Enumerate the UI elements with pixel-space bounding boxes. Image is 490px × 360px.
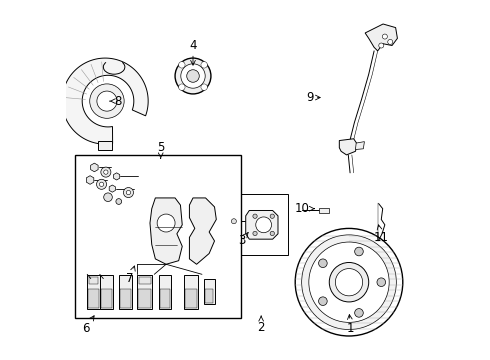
Circle shape xyxy=(253,231,257,235)
Bar xyxy=(88,289,98,308)
Circle shape xyxy=(90,84,124,118)
Text: 8: 8 xyxy=(110,95,122,108)
Polygon shape xyxy=(109,185,116,192)
Circle shape xyxy=(201,62,207,68)
Text: 11: 11 xyxy=(374,225,389,244)
Circle shape xyxy=(295,228,403,336)
Text: 3: 3 xyxy=(238,233,248,247)
Circle shape xyxy=(116,199,122,204)
Circle shape xyxy=(175,58,211,94)
Bar xyxy=(100,275,113,309)
Circle shape xyxy=(179,62,185,68)
Polygon shape xyxy=(98,140,112,149)
Circle shape xyxy=(388,40,393,44)
Polygon shape xyxy=(190,198,216,264)
Bar xyxy=(120,289,131,308)
Circle shape xyxy=(181,64,205,88)
Bar xyxy=(160,289,171,308)
Polygon shape xyxy=(355,141,365,149)
Polygon shape xyxy=(245,211,278,239)
Bar xyxy=(139,278,151,284)
Circle shape xyxy=(157,214,175,232)
Circle shape xyxy=(355,309,363,317)
Text: 6: 6 xyxy=(82,316,94,335)
Circle shape xyxy=(335,269,363,296)
Text: 7: 7 xyxy=(126,266,135,285)
Text: 2: 2 xyxy=(257,316,265,333)
Circle shape xyxy=(187,70,199,82)
Bar xyxy=(205,289,214,303)
Text: 4: 4 xyxy=(189,39,197,65)
Circle shape xyxy=(318,259,327,267)
Circle shape xyxy=(302,235,396,329)
Bar xyxy=(229,194,288,255)
Bar xyxy=(101,289,112,308)
Circle shape xyxy=(101,167,111,177)
Circle shape xyxy=(329,262,368,302)
Circle shape xyxy=(104,170,108,174)
Bar xyxy=(185,289,197,308)
Circle shape xyxy=(99,182,104,186)
Bar xyxy=(137,275,152,309)
Circle shape xyxy=(309,242,389,322)
Polygon shape xyxy=(114,173,120,180)
Circle shape xyxy=(97,91,117,111)
Circle shape xyxy=(379,43,384,48)
Bar xyxy=(318,208,329,213)
Circle shape xyxy=(104,193,112,202)
Circle shape xyxy=(377,278,386,287)
Bar xyxy=(184,275,198,309)
Circle shape xyxy=(355,247,363,256)
Circle shape xyxy=(318,297,327,306)
Bar xyxy=(119,275,132,309)
Bar xyxy=(74,155,242,318)
Circle shape xyxy=(179,84,185,90)
Polygon shape xyxy=(150,198,182,264)
Circle shape xyxy=(123,188,133,198)
Polygon shape xyxy=(339,139,357,155)
Polygon shape xyxy=(86,176,94,184)
Text: 1: 1 xyxy=(347,315,355,335)
Polygon shape xyxy=(365,24,397,51)
Polygon shape xyxy=(62,58,148,144)
Bar xyxy=(87,275,100,309)
Bar xyxy=(159,275,171,309)
Circle shape xyxy=(256,217,271,233)
Circle shape xyxy=(97,179,107,189)
Circle shape xyxy=(253,214,257,219)
Text: 10: 10 xyxy=(295,202,314,215)
Text: 5: 5 xyxy=(157,141,165,158)
Circle shape xyxy=(270,231,274,235)
Circle shape xyxy=(201,84,207,90)
Circle shape xyxy=(270,214,274,219)
Circle shape xyxy=(382,34,388,39)
Circle shape xyxy=(126,190,131,195)
Bar xyxy=(89,278,98,284)
Circle shape xyxy=(231,219,236,224)
Polygon shape xyxy=(91,163,98,172)
Bar xyxy=(204,279,215,304)
Text: 9: 9 xyxy=(306,91,320,104)
Bar xyxy=(139,289,151,308)
